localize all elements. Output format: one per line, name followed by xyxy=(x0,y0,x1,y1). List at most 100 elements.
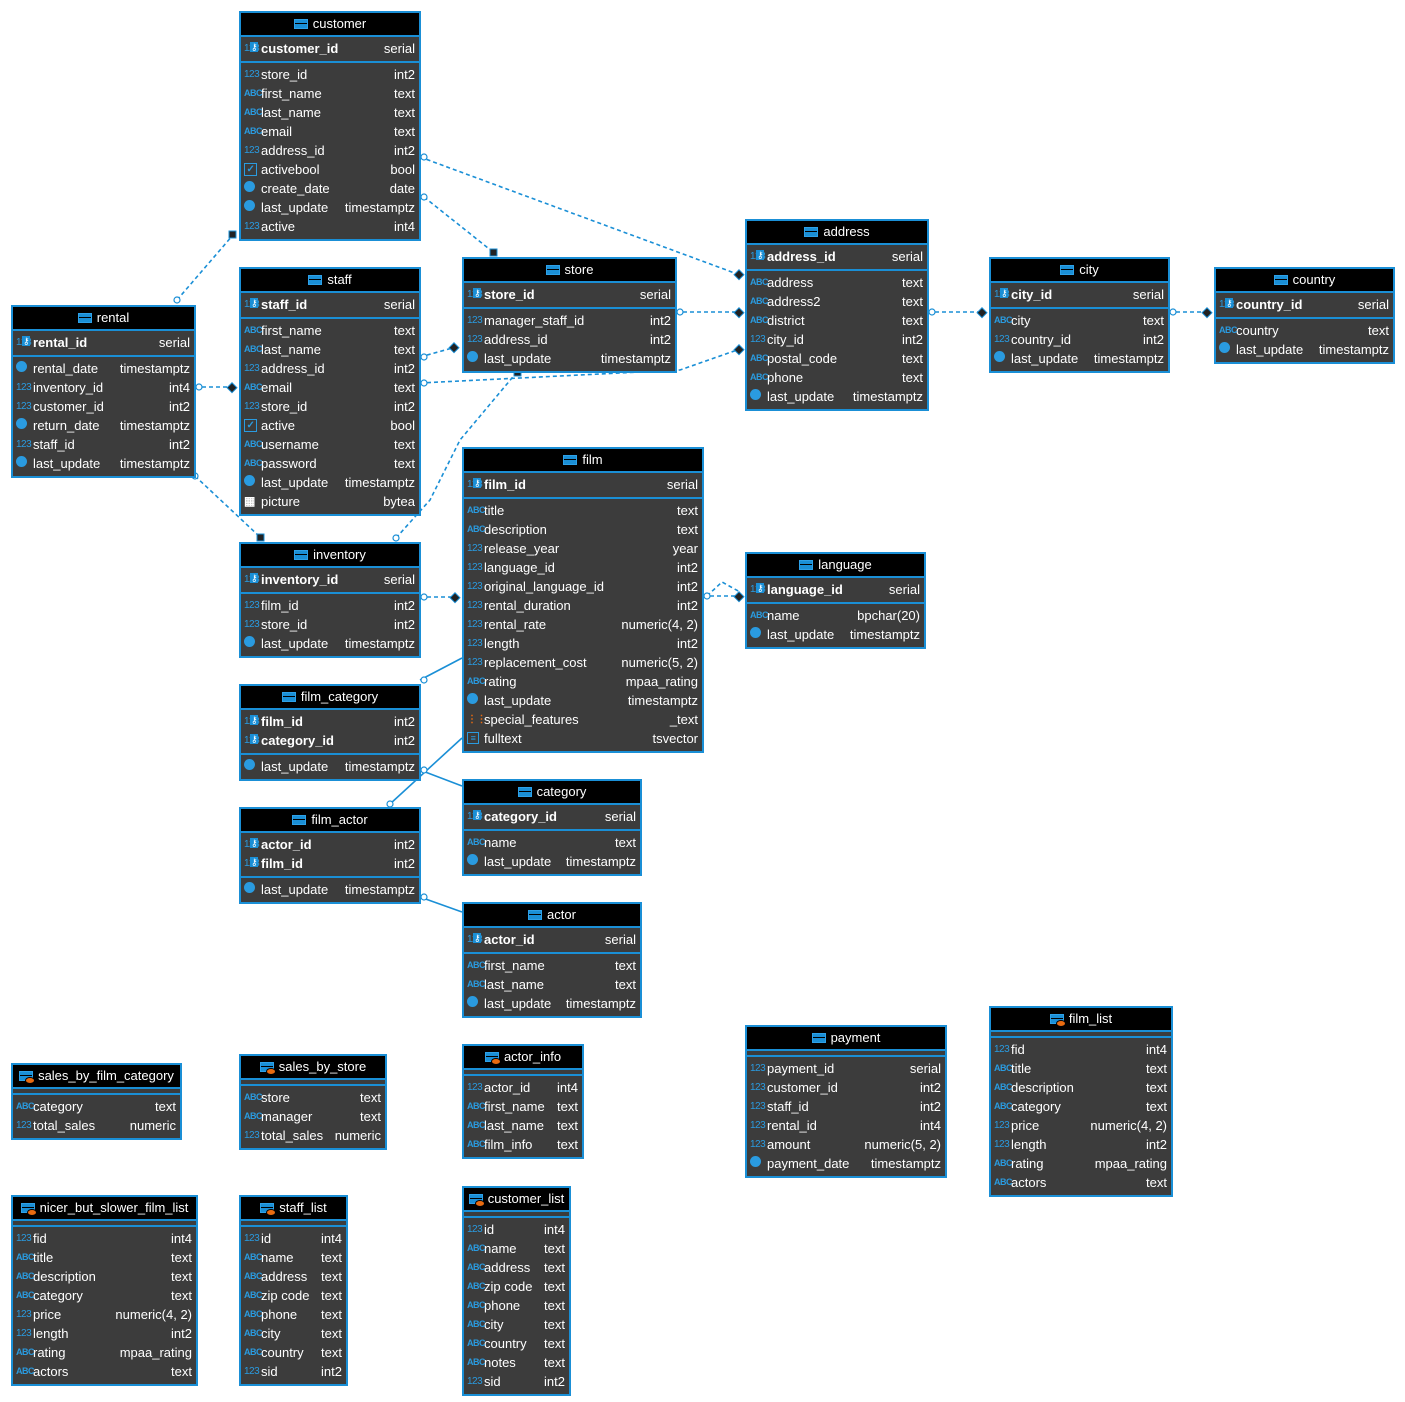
table-header[interactable]: actor xyxy=(464,904,640,928)
table-inventory[interactable]: inventory123inventory_idserial123film_id… xyxy=(239,542,421,658)
column-row[interactable]: 123 rental_id int4 xyxy=(747,1116,945,1135)
table-rental[interactable]: rental123rental_idserialrental_datetimes… xyxy=(11,305,196,478)
column-row[interactable]: ABC last_name text xyxy=(241,103,419,122)
table-header[interactable]: store xyxy=(464,259,675,283)
table-country[interactable]: country123country_idserialABCcountrytext… xyxy=(1214,267,1395,364)
column-row[interactable]: ABC address text xyxy=(747,273,927,292)
column-row[interactable]: ABC country text xyxy=(1216,321,1393,340)
column-row[interactable]: ABC store text xyxy=(241,1088,385,1107)
column-row[interactable]: 123 manager_staff_id int2 xyxy=(464,311,675,330)
column-row[interactable]: ABC email text xyxy=(241,122,419,141)
table-header[interactable]: category xyxy=(464,781,640,805)
column-row[interactable]: ABC actors text xyxy=(991,1173,1171,1192)
column-row[interactable]: 123 store_id int2 xyxy=(241,615,419,634)
table-header[interactable]: city xyxy=(991,259,1168,283)
column-row[interactable]: ABC address text xyxy=(464,1258,569,1277)
table-staff[interactable]: staff123staff_idserialABCfirst_nametextA… xyxy=(239,267,421,516)
table-header[interactable]: payment xyxy=(747,1027,945,1051)
primary-key-column[interactable]: 123category_id serial xyxy=(464,807,640,826)
table-header[interactable]: staff xyxy=(241,269,419,293)
table-header[interactable]: address xyxy=(747,221,927,245)
column-row[interactable]: ABC rating mpaa_rating xyxy=(464,672,702,691)
table-header[interactable]: film_actor xyxy=(241,809,419,833)
column-row[interactable]: ABC city text xyxy=(464,1315,569,1334)
column-row[interactable]: ABC name text xyxy=(241,1248,346,1267)
column-row[interactable]: ABC postal_code text xyxy=(747,349,927,368)
column-row[interactable]: ABC title text xyxy=(13,1248,196,1267)
table-actor[interactable]: actor123actor_idserialABCfirst_nametextA… xyxy=(462,902,642,1018)
view-nicer-but-slower-film-list[interactable]: nicer_but_slower_film_list 123 fid int4 ABC t… xyxy=(11,1195,198,1386)
column-row[interactable]: 123 address_id int2 xyxy=(241,141,419,160)
table-film-category[interactable]: film_category123film_idint2123category_i… xyxy=(239,684,421,781)
column-row[interactable]: 123 customer_id int2 xyxy=(747,1078,945,1097)
column-row[interactable]: active bool xyxy=(241,416,419,435)
column-row[interactable]: 123 total_sales numeric xyxy=(241,1126,385,1145)
column-row[interactable]: ABC zip code text xyxy=(241,1286,346,1305)
column-row[interactable]: ABC address text xyxy=(241,1267,346,1286)
column-row[interactable]: 123 staff_id int2 xyxy=(13,435,194,454)
column-row[interactable]: 123 inventory_id int4 xyxy=(13,378,194,397)
column-row[interactable]: ABC address2 text xyxy=(747,292,927,311)
column-row[interactable]: ABC category text xyxy=(13,1097,180,1116)
table-header[interactable]: sales_by_store xyxy=(241,1056,385,1080)
column-row[interactable]: picture bytea xyxy=(241,492,419,511)
column-row[interactable]: ABC rating mpaa_rating xyxy=(991,1154,1171,1173)
column-row[interactable]: 123 id int4 xyxy=(464,1220,569,1239)
column-row[interactable]: last_update timestamptz xyxy=(464,691,702,710)
column-row[interactable]: last_update timestamptz xyxy=(241,473,419,492)
column-row[interactable]: 123 price numeric(4, 2) xyxy=(991,1116,1171,1135)
table-header[interactable]: actor_info xyxy=(464,1046,582,1070)
column-row[interactable]: special_features _text xyxy=(464,710,702,729)
column-row[interactable]: 123 amount numeric(5, 2) xyxy=(747,1135,945,1154)
table-header[interactable]: film xyxy=(464,449,702,473)
table-header[interactable]: film_category xyxy=(241,686,419,710)
column-row[interactable]: 123 actor_id int4 xyxy=(464,1078,582,1097)
column-row[interactable]: ABC phone text xyxy=(241,1305,346,1324)
column-row[interactable]: last_update timestamptz xyxy=(464,852,640,871)
view-staff-list[interactable]: staff_list 123 id int4 ABC name text ABC address… xyxy=(239,1195,348,1386)
view-customer-list[interactable]: customer_list 123 id int4 ABC name text ABC addr… xyxy=(462,1186,571,1396)
column-row[interactable]: 123 rental_rate numeric(4, 2) xyxy=(464,615,702,634)
column-row[interactable]: ABC email text xyxy=(241,378,419,397)
column-row[interactable]: ABC film_info text xyxy=(464,1135,582,1154)
column-row[interactable]: ABC first_name text xyxy=(464,1097,582,1116)
table-header[interactable]: language xyxy=(747,554,924,578)
column-row[interactable]: ABC last_name text xyxy=(464,975,640,994)
column-row[interactable]: ABC title text xyxy=(464,501,702,520)
view-actor-info[interactable]: actor_info 123 actor_id int4 ABC first_name te… xyxy=(462,1044,584,1159)
column-row[interactable]: 123 store_id int2 xyxy=(241,397,419,416)
column-row[interactable]: 123 payment_id serial xyxy=(747,1059,945,1078)
column-row[interactable]: ABC city text xyxy=(991,311,1168,330)
table-header[interactable]: nicer_but_slower_film_list xyxy=(13,1197,196,1221)
column-row[interactable]: 123 total_sales numeric xyxy=(13,1116,180,1135)
column-row[interactable]: ABC manager text xyxy=(241,1107,385,1126)
column-row[interactable]: 123 fid int4 xyxy=(13,1229,196,1248)
view-sales-by-film-category[interactable]: sales_by_film_category ABC category text 123… xyxy=(11,1063,182,1140)
column-row[interactable]: last_update timestamptz xyxy=(747,625,924,644)
column-row[interactable]: ABC country text xyxy=(241,1343,346,1362)
column-row[interactable]: last_update timestamptz xyxy=(241,757,419,776)
table-header[interactable]: country xyxy=(1216,269,1393,293)
column-row[interactable]: ABC description text xyxy=(13,1267,196,1286)
column-row[interactable]: ABC name text xyxy=(464,833,640,852)
column-row[interactable]: 123 original_language_id int2 xyxy=(464,577,702,596)
column-row[interactable]: 123 length int2 xyxy=(991,1135,1171,1154)
column-row[interactable]: ABC description text xyxy=(464,520,702,539)
column-row[interactable]: return_date timestamptz xyxy=(13,416,194,435)
table-header[interactable]: inventory xyxy=(241,544,419,568)
column-row[interactable]: 123 sid int2 xyxy=(241,1362,346,1381)
column-row[interactable]: 123 release_year year xyxy=(464,539,702,558)
column-row[interactable]: 123 id int4 xyxy=(241,1229,346,1248)
column-row[interactable]: ABC last_name text xyxy=(464,1116,582,1135)
view-film-list[interactable]: film_list 123 fid int4 ABC title text ABC descri… xyxy=(989,1006,1173,1197)
table-header[interactable]: film_list xyxy=(991,1008,1171,1032)
table-film[interactable]: film123film_idserialABCtitletextABCdescr… xyxy=(462,447,704,753)
column-row[interactable]: ABC name text xyxy=(464,1239,569,1258)
